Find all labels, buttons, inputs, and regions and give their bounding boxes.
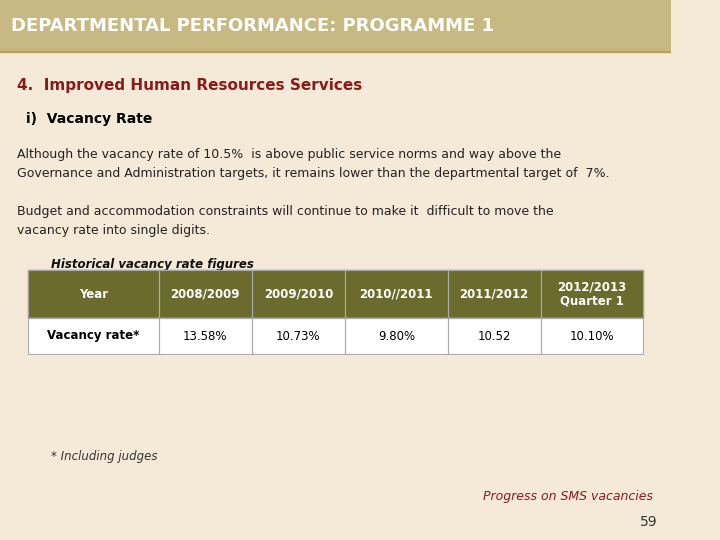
Bar bbox=[252, 270, 345, 318]
Text: Budget and accommodation constraints will continue to make it  difficult to move: Budget and accommodation constraints wil… bbox=[17, 205, 554, 237]
Bar bbox=[252, 270, 345, 318]
Text: Although the vacancy rate of 10.5%  is above public service norms and way above : Although the vacancy rate of 10.5% is ab… bbox=[17, 148, 609, 180]
Bar bbox=[448, 270, 541, 318]
Text: Progress on SMS vacancies: Progress on SMS vacancies bbox=[483, 490, 653, 503]
Text: 10.52: 10.52 bbox=[477, 329, 511, 342]
Bar bbox=[158, 318, 252, 354]
Bar bbox=[345, 318, 448, 354]
Bar bbox=[28, 270, 158, 318]
Bar bbox=[448, 318, 541, 354]
Bar bbox=[541, 270, 644, 318]
Bar bbox=[541, 318, 644, 354]
Bar bbox=[448, 318, 541, 354]
Bar bbox=[158, 270, 252, 318]
Bar bbox=[28, 318, 158, 354]
Text: Historical vacancy rate figures: Historical vacancy rate figures bbox=[51, 258, 254, 271]
Bar bbox=[541, 270, 644, 318]
Bar bbox=[345, 318, 448, 354]
Bar bbox=[28, 270, 158, 318]
Bar bbox=[541, 318, 644, 354]
Bar bbox=[28, 318, 158, 354]
Text: i)  Vacancy Rate: i) Vacancy Rate bbox=[26, 112, 153, 126]
Text: 2008/2009: 2008/2009 bbox=[171, 287, 240, 300]
Bar bbox=[0, 0, 672, 52]
Text: 2011/2012: 2011/2012 bbox=[459, 287, 529, 300]
Text: DEPARTMENTAL PERFORMANCE: PROGRAMME 1: DEPARTMENTAL PERFORMANCE: PROGRAMME 1 bbox=[12, 17, 494, 35]
Text: 2009/2010: 2009/2010 bbox=[264, 287, 333, 300]
Bar bbox=[158, 318, 252, 354]
Bar bbox=[345, 270, 448, 318]
Text: 9.80%: 9.80% bbox=[378, 329, 415, 342]
Text: 10.10%: 10.10% bbox=[570, 329, 614, 342]
Bar bbox=[158, 270, 252, 318]
Text: 10.73%: 10.73% bbox=[276, 329, 320, 342]
Text: Year: Year bbox=[78, 287, 108, 300]
Text: * Including judges: * Including judges bbox=[51, 450, 158, 463]
Text: 59: 59 bbox=[640, 515, 657, 529]
Text: Vacancy rate*: Vacancy rate* bbox=[47, 329, 140, 342]
Text: 13.58%: 13.58% bbox=[183, 329, 228, 342]
Text: 4.  Improved Human Resources Services: 4. Improved Human Resources Services bbox=[17, 78, 362, 93]
Text: 2010//2011: 2010//2011 bbox=[359, 287, 433, 300]
Text: 2012/2013
Quarter 1: 2012/2013 Quarter 1 bbox=[557, 280, 627, 308]
Bar bbox=[252, 318, 345, 354]
Bar bbox=[252, 318, 345, 354]
Bar bbox=[345, 270, 448, 318]
Bar bbox=[448, 270, 541, 318]
